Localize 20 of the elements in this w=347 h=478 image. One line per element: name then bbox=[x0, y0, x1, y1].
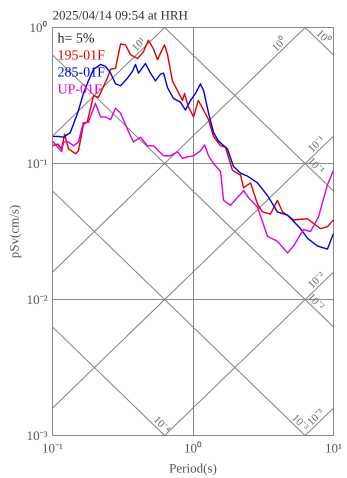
y-tick-label: 10⁻³ bbox=[26, 428, 48, 443]
annotation: 10⁰ bbox=[314, 26, 334, 47]
annotation: 10¹ bbox=[130, 35, 148, 54]
y-tick-label: 10⁻¹ bbox=[26, 156, 48, 171]
annotation: 10⁻² bbox=[305, 291, 327, 314]
y-axis-title: pSv(cm/s) bbox=[6, 204, 22, 258]
annotation: 10⁻² bbox=[306, 269, 328, 292]
annotation: 10⁰ bbox=[269, 34, 289, 54]
x-tick-label: 10⁻¹ bbox=[42, 440, 64, 456]
annotation: 10⁻¹ bbox=[306, 134, 328, 156]
y-tick-label: 10⁰ bbox=[30, 20, 48, 35]
y-tick-label: 10⁻² bbox=[26, 292, 48, 307]
x-tick-label: 10⁰ bbox=[184, 440, 202, 456]
series-label: 195-01F bbox=[58, 48, 106, 64]
x-axis-title: Period(s) bbox=[169, 460, 217, 476]
annotation: 10⁻¹ bbox=[305, 155, 326, 177]
annotation: 10⁻⁴ bbox=[150, 414, 173, 436]
chart-title: 2025/04/14 09:54 at HRH bbox=[52, 8, 188, 22]
annotation: h= 5% bbox=[58, 32, 95, 46]
x-tick-label: 10¹ bbox=[325, 440, 342, 456]
